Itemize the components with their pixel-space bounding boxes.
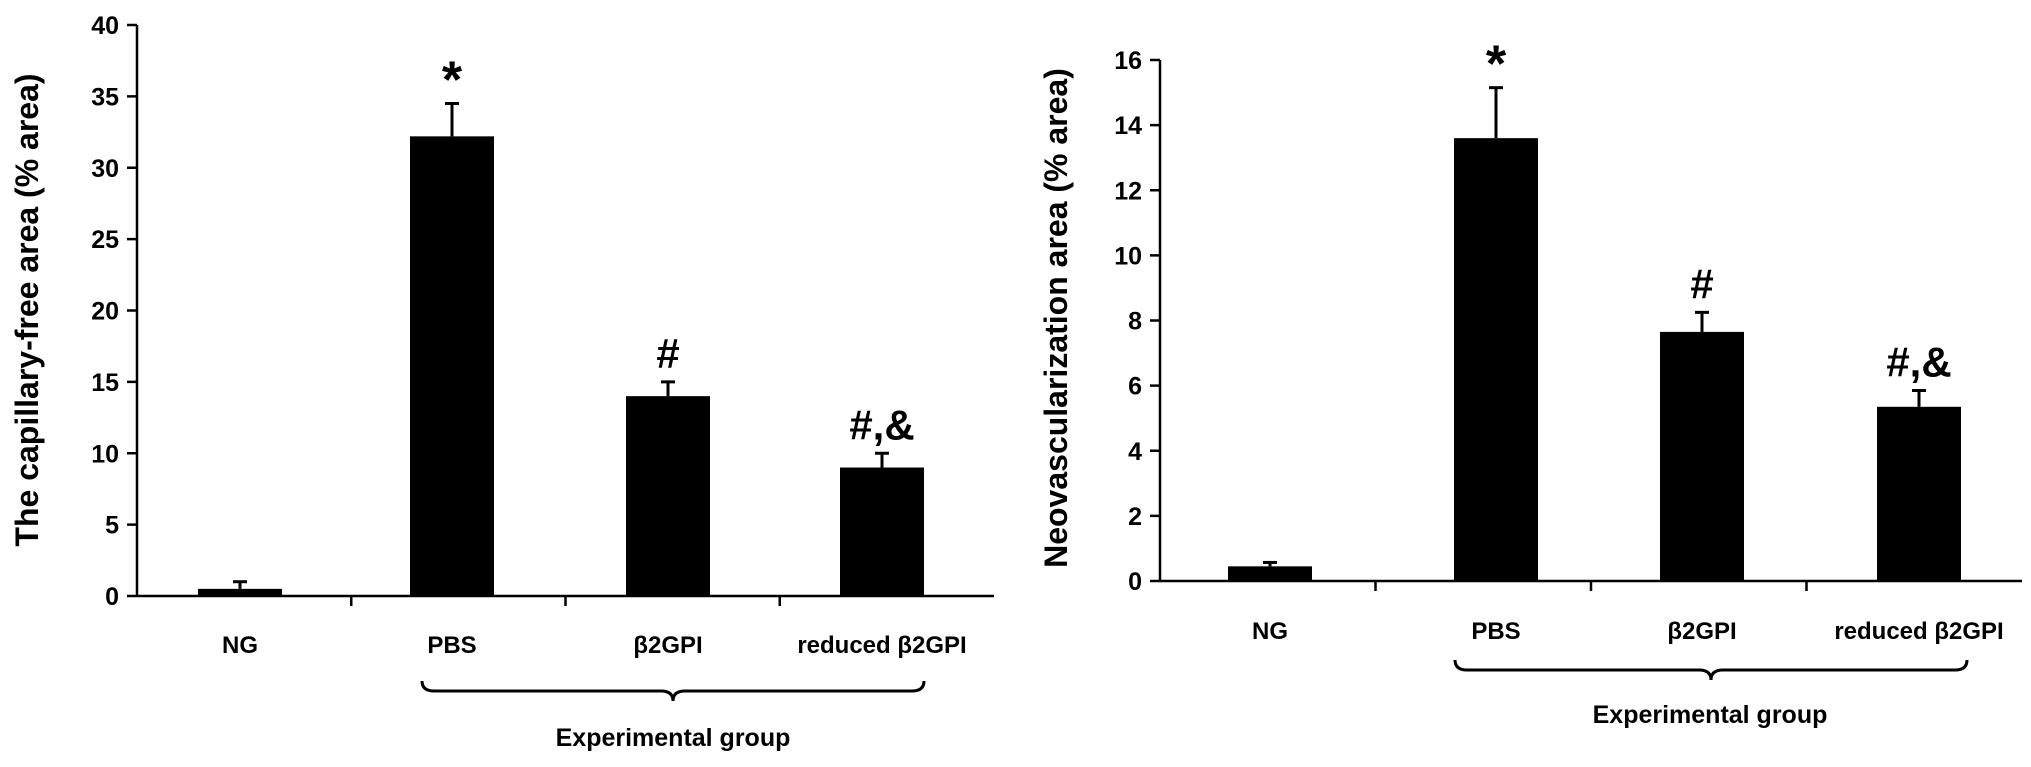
group-bracket bbox=[420, 680, 926, 702]
y-tick-label: 10 bbox=[1114, 242, 1142, 270]
y-tick-label: 15 bbox=[91, 369, 119, 397]
y-tick-label: 35 bbox=[91, 83, 119, 111]
y-tick-label: 12 bbox=[1114, 177, 1142, 205]
x-category-label: reduced β2GPI bbox=[797, 632, 966, 659]
y-tick-label: 16 bbox=[1114, 47, 1142, 75]
significance-annotation: #,& bbox=[849, 401, 914, 448]
x-category-label: β2GPI bbox=[633, 632, 702, 659]
group-label: Experimental group bbox=[556, 724, 791, 752]
y-tick-label: 2 bbox=[1128, 503, 1142, 531]
bar-4 bbox=[840, 467, 924, 596]
significance-annotation: #,& bbox=[1886, 339, 1951, 386]
x-category-label: β2GPI bbox=[1667, 618, 1736, 645]
y-tick-label: 25 bbox=[91, 226, 119, 254]
y-tick-label: 0 bbox=[105, 583, 119, 611]
bar-1 bbox=[198, 588, 282, 596]
y-tick-label: 40 bbox=[91, 12, 119, 40]
significance-annotation: * bbox=[442, 52, 463, 110]
bar-3 bbox=[626, 396, 710, 596]
significance-annotation: # bbox=[1690, 260, 1713, 307]
bar-4 bbox=[1877, 406, 1961, 581]
y-tick-label: 14 bbox=[1114, 112, 1142, 140]
bar-3 bbox=[1660, 331, 1744, 581]
x-category-label: reduced β2GPI bbox=[1834, 618, 2003, 645]
chart-2: 0 2 4 6 8 10 12 14 16 Neovascularization area (% … bbox=[1038, 36, 2022, 729]
x-category-label: PBS bbox=[427, 632, 476, 659]
y-tick-label: 6 bbox=[1128, 373, 1142, 401]
y-axis-label: The capillary-free area (% area) bbox=[9, 73, 45, 546]
x-category-label: PBS bbox=[1471, 618, 1520, 645]
y-tick-label: 20 bbox=[91, 298, 119, 326]
y-tick-label: 8 bbox=[1128, 308, 1142, 336]
group-label: Experimental group bbox=[1593, 701, 1828, 729]
y-tick-label: 30 bbox=[91, 155, 119, 183]
bar-1 bbox=[1228, 566, 1312, 581]
group-bracket bbox=[1453, 659, 1969, 681]
y-tick-label: 0 bbox=[1128, 568, 1142, 596]
x-category-label: NG bbox=[1252, 618, 1288, 645]
y-tick-label: 5 bbox=[105, 512, 119, 540]
y-axis-label: Neovascularization area (% area) bbox=[1038, 68, 1074, 568]
chart-1: 0 5 10 15 20 25 30 35 40 The capillary-free area … bbox=[9, 12, 994, 752]
significance-annotation: # bbox=[656, 330, 679, 377]
bar-2 bbox=[410, 136, 494, 596]
y-tick-label: 4 bbox=[1128, 438, 1142, 466]
significance-annotation: * bbox=[1486, 36, 1507, 94]
x-category-label: NG bbox=[222, 632, 258, 659]
bar-2 bbox=[1454, 138, 1538, 581]
y-tick-label: 10 bbox=[91, 440, 119, 468]
